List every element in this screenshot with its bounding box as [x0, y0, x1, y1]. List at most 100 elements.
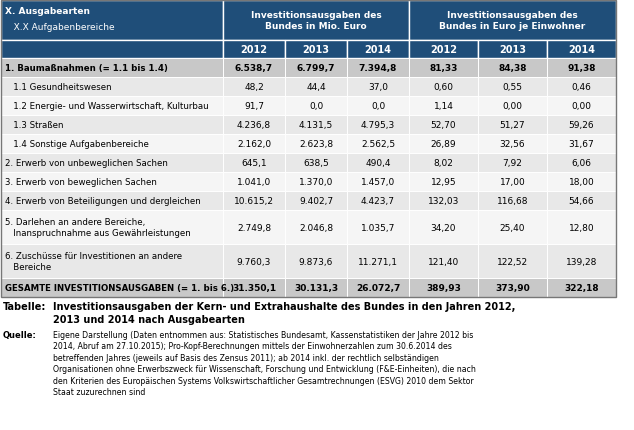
Text: 645,1: 645,1 [241, 159, 267, 168]
Bar [285, 191, 347, 211]
Text: 37,0: 37,0 [368, 83, 388, 92]
Bar [285, 244, 347, 278]
Text: 84,38: 84,38 [498, 64, 527, 73]
Bar [478, 154, 547, 172]
Text: 2. Erwerb von unbeweglichen Sachen: 2. Erwerb von unbeweglichen Sachen [5, 159, 168, 168]
Bar [347, 244, 409, 278]
Text: Investitionsausgaben des
Bundes in Euro je Einwohner: Investitionsausgaben des Bundes in Euro … [439, 11, 586, 31]
Bar [547, 211, 616, 244]
Bar [547, 135, 616, 154]
Text: 0,46: 0,46 [572, 83, 592, 92]
Bar [478, 116, 547, 135]
Bar [409, 244, 478, 278]
Text: 2.623,8: 2.623,8 [299, 140, 333, 149]
Text: 26,89: 26,89 [430, 140, 456, 149]
Bar [547, 244, 616, 278]
Bar [409, 135, 478, 154]
Bar [547, 172, 616, 191]
Text: 132,03: 132,03 [428, 197, 459, 206]
Bar [285, 135, 347, 154]
Text: 30.131,3: 30.131,3 [294, 283, 338, 292]
Text: 52,70: 52,70 [430, 121, 456, 130]
Bar [409, 41, 478, 59]
Text: 490,4: 490,4 [365, 159, 391, 168]
Bar [347, 41, 409, 59]
Text: 1.3 Straßen: 1.3 Straßen [5, 121, 63, 130]
Bar [285, 59, 347, 78]
Bar [478, 135, 547, 154]
Text: 91,38: 91,38 [567, 64, 596, 73]
Text: 0,00: 0,00 [571, 102, 592, 111]
Bar [285, 211, 347, 244]
Text: 9.760,3: 9.760,3 [237, 257, 271, 266]
Bar [1, 172, 223, 191]
Text: 9.873,6: 9.873,6 [299, 257, 333, 266]
Text: 1,14: 1,14 [434, 102, 453, 111]
Bar [347, 59, 409, 78]
Text: 6.538,7: 6.538,7 [235, 64, 273, 73]
Text: 3. Erwerb von beweglichen Sachen: 3. Erwerb von beweglichen Sachen [5, 178, 157, 187]
Bar [347, 135, 409, 154]
Text: 81,33: 81,33 [429, 64, 458, 73]
Bar [285, 97, 347, 116]
Bar [347, 172, 409, 191]
Bar [478, 59, 547, 78]
Text: 25,40: 25,40 [500, 223, 525, 232]
Bar [347, 191, 409, 211]
Bar [285, 154, 347, 172]
Text: 121,40: 121,40 [428, 257, 459, 266]
Text: 638,5: 638,5 [303, 159, 329, 168]
Bar [285, 116, 347, 135]
Text: 1.457,0: 1.457,0 [361, 178, 395, 187]
Text: 2012: 2012 [430, 45, 457, 55]
Text: 51,27: 51,27 [500, 121, 526, 130]
Bar [547, 116, 616, 135]
Text: 1.4 Sonstige Aufgabenbereiche: 1.4 Sonstige Aufgabenbereiche [5, 140, 149, 149]
Text: 373,90: 373,90 [495, 283, 530, 292]
Bar [478, 211, 547, 244]
Text: 10.615,2: 10.615,2 [234, 197, 274, 206]
Text: 18,00: 18,00 [569, 178, 595, 187]
Bar [409, 211, 478, 244]
Bar [1, 1, 616, 297]
Text: 2014: 2014 [365, 45, 392, 55]
Bar [223, 211, 285, 244]
Text: 8,02: 8,02 [434, 159, 453, 168]
Text: 34,20: 34,20 [430, 223, 456, 232]
Bar [478, 244, 547, 278]
Bar [478, 97, 547, 116]
Bar [409, 278, 478, 297]
Text: Tabelle:: Tabelle: [3, 301, 46, 311]
Text: Investitionsausgaben des
Bundes in Mio. Euro: Investitionsausgaben des Bundes in Mio. … [250, 11, 382, 31]
Text: 6,06: 6,06 [571, 159, 592, 168]
Bar [547, 191, 616, 211]
Bar [409, 191, 478, 211]
Text: 12,95: 12,95 [430, 178, 456, 187]
Text: 44,4: 44,4 [306, 83, 326, 92]
Text: 1.1 Gesundheitswesen: 1.1 Gesundheitswesen [5, 83, 112, 92]
Bar [347, 154, 409, 172]
Bar [347, 211, 409, 244]
Text: 12,80: 12,80 [569, 223, 594, 232]
Bar [223, 1, 409, 41]
Bar [409, 59, 478, 78]
Text: 4.236,8: 4.236,8 [237, 121, 271, 130]
Bar [1, 244, 223, 278]
Text: 4. Erwerb von Beteiligungen und dergleichen: 4. Erwerb von Beteiligungen und dergleic… [5, 197, 201, 206]
Bar [347, 97, 409, 116]
Text: 1. Baumaßnahmen (= 1.1 bis 1.4): 1. Baumaßnahmen (= 1.1 bis 1.4) [5, 64, 168, 73]
Text: 4.131,5: 4.131,5 [299, 121, 333, 130]
Bar [1, 154, 223, 172]
Text: 2.046,8: 2.046,8 [299, 223, 333, 232]
Bar [409, 154, 478, 172]
Bar [285, 172, 347, 191]
Bar [547, 154, 616, 172]
Text: 116,68: 116,68 [497, 197, 528, 206]
Text: 0,60: 0,60 [434, 83, 453, 92]
Bar [223, 78, 285, 97]
Text: 4.795,3: 4.795,3 [361, 121, 395, 130]
Text: 5. Darlehen an andere Bereiche,
   Inanspruchnahme aus Gewährleistungen: 5. Darlehen an andere Bereiche, Inanspru… [5, 217, 191, 238]
Text: 6.799,7: 6.799,7 [297, 64, 335, 73]
Text: 31.350,1: 31.350,1 [232, 283, 276, 292]
Bar [223, 59, 285, 78]
